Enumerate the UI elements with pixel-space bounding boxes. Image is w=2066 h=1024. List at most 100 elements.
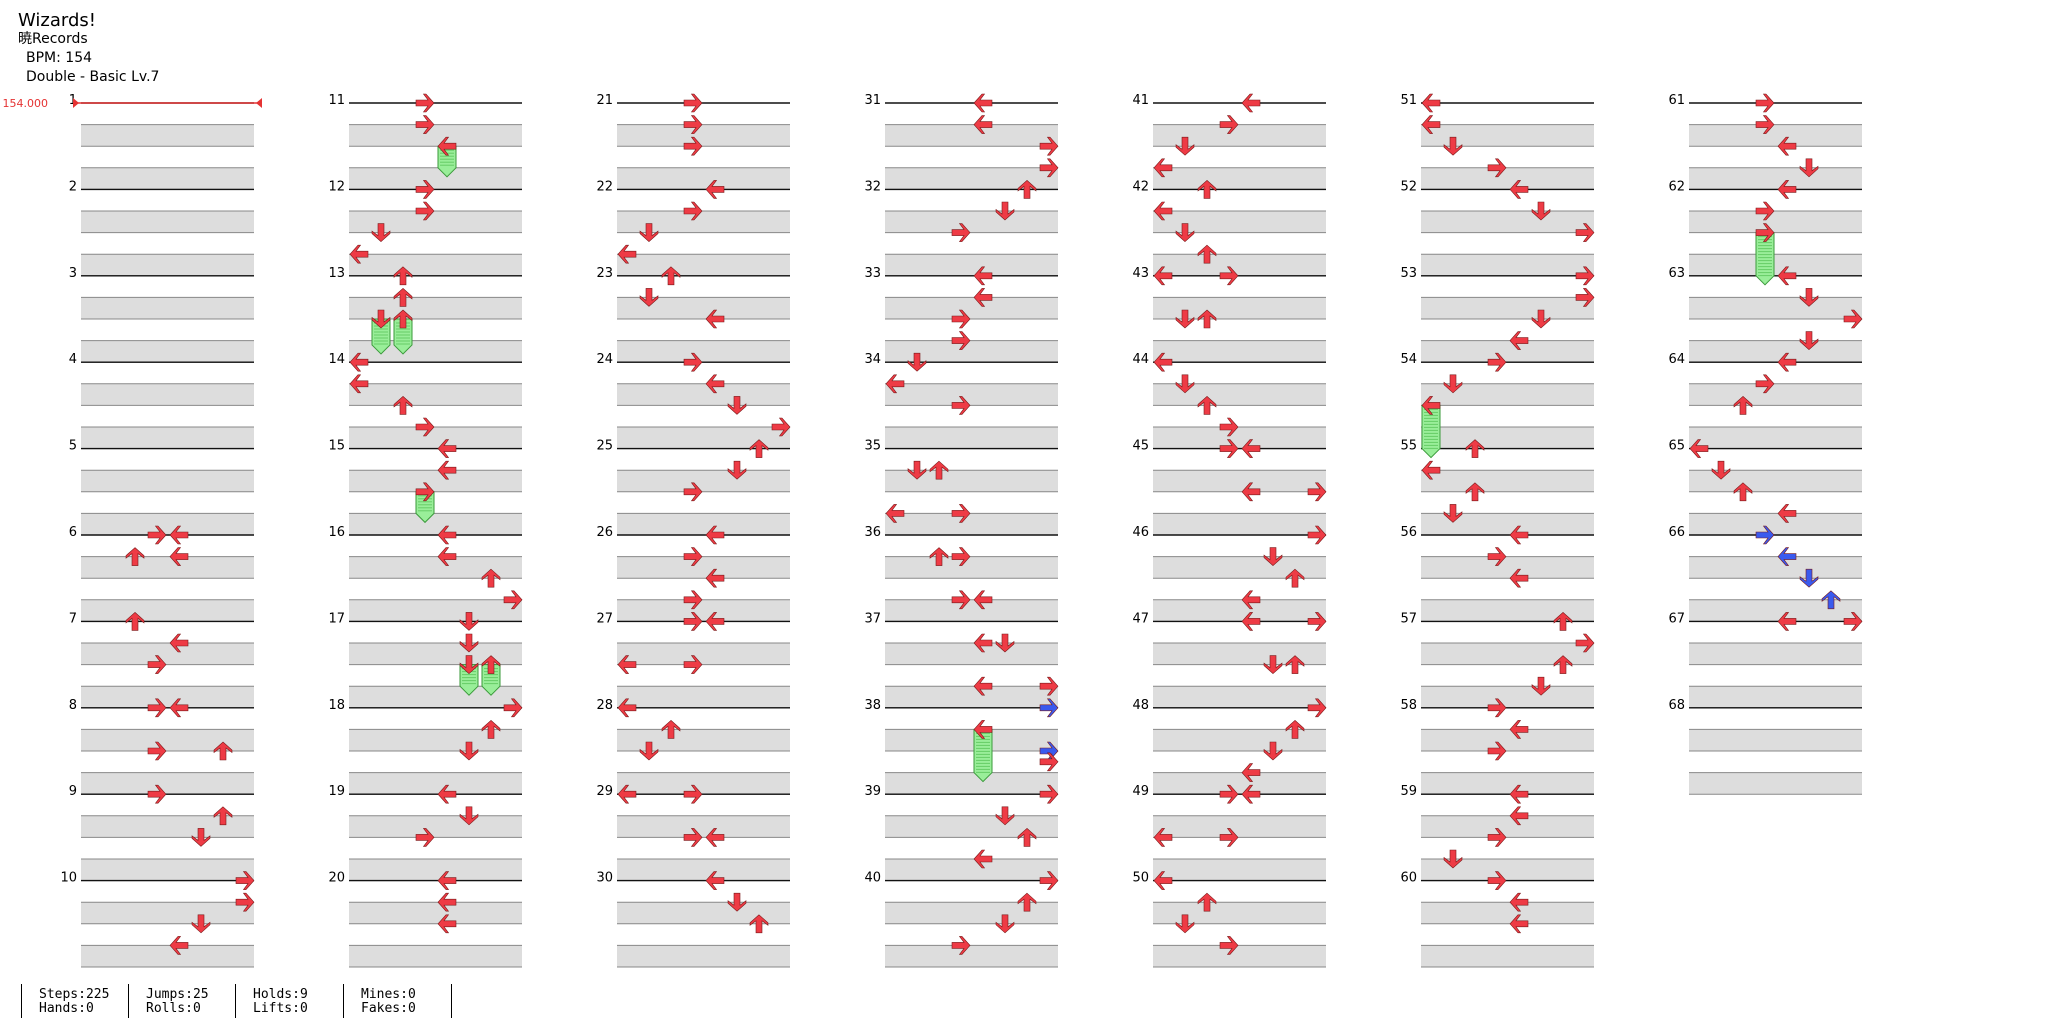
beat-row: [349, 427, 522, 449]
beat-row: [81, 513, 254, 535]
arrow-right-icon: [1219, 417, 1239, 437]
beat-row: [81, 859, 254, 881]
arrow-right-icon: [1039, 158, 1059, 178]
beat-row: [349, 859, 522, 881]
measure-number: 33: [864, 266, 881, 281]
arrow-left-icon: [1153, 828, 1173, 847]
measure-number: 25: [596, 439, 613, 454]
beat-row: [1421, 297, 1594, 319]
beat-row: [1153, 643, 1326, 665]
arrow-left-icon: [437, 547, 457, 566]
arrow-up-icon: [213, 741, 233, 761]
arrow-right-icon: [683, 612, 703, 631]
measure-32: 32: [864, 179, 1058, 277]
arrow-right-icon: [1575, 288, 1595, 307]
arrow-right-icon: [1039, 698, 1059, 718]
arrow-up-icon: [1197, 892, 1217, 912]
arrow-left-icon: [885, 504, 905, 523]
beat-row: [885, 254, 1058, 276]
arrow-left-icon: [1153, 266, 1173, 286]
beat-row: [1689, 427, 1862, 449]
beat-row: [1153, 686, 1326, 708]
beat-row: [617, 643, 790, 665]
arrow-up-icon: [1285, 655, 1305, 674]
arrow-right-icon: [683, 590, 703, 610]
beat-row: [885, 556, 1058, 579]
measure-number: 38: [864, 698, 881, 713]
beat-row: [617, 945, 790, 967]
measure-number: 53: [1400, 266, 1417, 281]
arrow-left-icon: [1509, 568, 1529, 588]
arrow-right-icon: [1039, 871, 1059, 890]
arrow-right-icon: [683, 828, 703, 847]
measure-number: 57: [1400, 611, 1417, 626]
arrow-right-icon: [951, 396, 971, 415]
stat-steps: Steps:225: [39, 987, 110, 1002]
measure-27: 27: [596, 611, 790, 709]
arrow-left-icon: [349, 244, 369, 264]
beat-row: [1153, 211, 1326, 233]
measure-number: 14: [328, 352, 345, 367]
measure-number: 12: [328, 179, 345, 194]
arrow-left-icon: [169, 547, 189, 566]
arrow-up-icon: [481, 719, 501, 739]
beat-row: [81, 383, 254, 406]
arrow-right-icon: [503, 590, 523, 610]
measure-number: 3: [69, 266, 77, 281]
beat-row: [885, 211, 1058, 233]
arrow-left-icon: [1241, 482, 1261, 502]
beat-row: [885, 383, 1058, 406]
hold-body: [393, 318, 413, 355]
arrow-left-icon: [617, 655, 637, 674]
arrow-right-icon: [1755, 374, 1775, 394]
measure-68: 68: [1668, 698, 1862, 795]
arrow-down-icon: [459, 741, 479, 761]
beat-row: [1421, 945, 1594, 967]
beat-row: [349, 902, 522, 924]
beat-row: [1421, 859, 1594, 881]
beat-row: [349, 945, 522, 967]
beat-row: [81, 124, 254, 147]
beat-row: [81, 643, 254, 665]
measure-number: 59: [1400, 784, 1417, 799]
beat-row: [1153, 945, 1326, 967]
arrow-right-icon: [1219, 828, 1239, 847]
arrow-left-icon: [1241, 784, 1261, 804]
measure-14: 14: [328, 352, 522, 450]
arrow-up-icon: [393, 309, 413, 329]
arrow-down-icon: [1443, 849, 1463, 869]
beat-row: [349, 340, 522, 363]
arrow-right-icon: [951, 223, 971, 242]
arrow-left-icon: [349, 374, 369, 394]
measure-number: 31: [864, 93, 881, 108]
arrow-down-icon: [459, 633, 479, 653]
arrow-down-icon: [1263, 547, 1283, 567]
arrow-left-icon: [973, 676, 993, 696]
measure-number: 67: [1668, 611, 1685, 626]
arrow-right-icon: [1575, 633, 1595, 653]
measure-19: 19: [328, 784, 522, 882]
arrow-left-icon: [169, 525, 189, 545]
measure-1: 1: [69, 93, 254, 190]
arrow-right-icon: [147, 741, 167, 761]
arrow-down-icon: [1175, 374, 1195, 394]
measure-59: 59: [1400, 784, 1594, 882]
arrow-left-icon: [437, 136, 457, 156]
beat-row: [1153, 340, 1326, 363]
measure-65: 65: [1668, 439, 1862, 536]
measure-number: 17: [328, 611, 345, 626]
arrow-left-icon: [973, 633, 993, 653]
stat-fakes: Fakes:0: [361, 1001, 416, 1016]
beat-row: [617, 470, 790, 492]
beat-row: [885, 513, 1058, 535]
arrow-up-icon: [1465, 482, 1485, 502]
arrow-right-icon: [683, 655, 703, 674]
measure-4: 4: [69, 352, 254, 450]
arrow-left-icon: [1689, 439, 1709, 458]
arrow-down-icon: [1443, 504, 1463, 523]
measure-number: 32: [864, 179, 881, 194]
arrow-up-icon: [1197, 309, 1217, 329]
arrow-left-icon: [1777, 136, 1797, 156]
beat-row: [1153, 513, 1326, 535]
measure-number: 47: [1132, 611, 1149, 626]
